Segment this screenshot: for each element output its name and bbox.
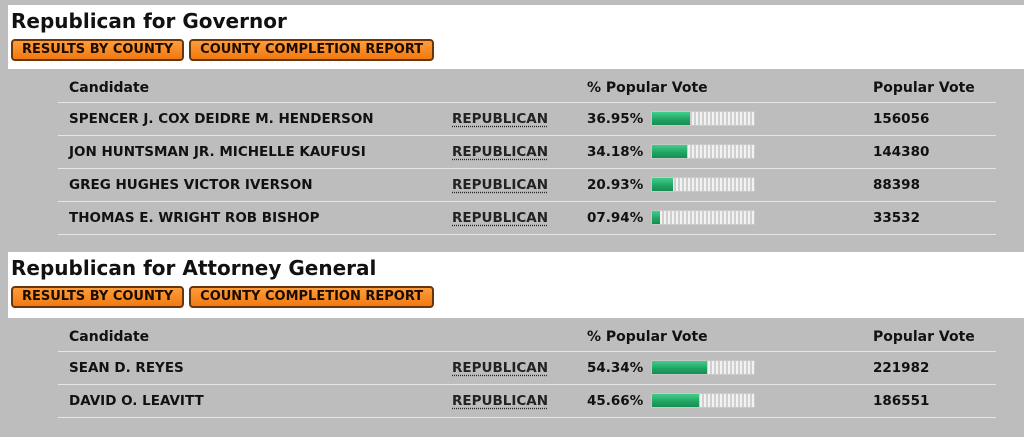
column-header-votes: Popular Vote (862, 318, 996, 352)
party-link[interactable]: REPUBLICAN (452, 110, 549, 127)
pct-cell: 34.18% (587, 144, 862, 160)
vote-share-bar (651, 360, 755, 375)
party-link[interactable]: REPUBLICAN (452, 359, 549, 376)
table-row: JON HUNTSMAN JR. MICHELLE KAUFUSI REPUBL… (58, 135, 996, 169)
pct-cell: 36.95% (587, 111, 862, 127)
party-link[interactable]: REPUBLICAN (452, 143, 549, 160)
column-header-pct: % Popular Vote (576, 318, 862, 352)
results-table: Candidate % Popular Vote Popular Vote SE… (58, 318, 996, 418)
candidate-name: THOMAS E. WRIGHT ROB BISHOP (58, 201, 440, 235)
candidate-name: JON HUNTSMAN JR. MICHELLE KAUFUSI (58, 135, 440, 169)
results-by-county-button[interactable]: RESULTS BY COUNTY (11, 286, 185, 308)
results-table: Candidate % Popular Vote Popular Vote SP… (58, 69, 996, 235)
popular-vote-count: 156056 (862, 102, 996, 136)
vote-share-bar-fill (652, 178, 674, 191)
pct-cell: 54.34% (587, 360, 862, 376)
vote-share-bar (651, 210, 755, 225)
vote-share-bar-fill (652, 211, 661, 224)
race-header: Republican for Governor RESULTS BY COUNT… (8, 5, 1024, 69)
pct-cell: 20.93% (587, 177, 862, 193)
column-header-party (440, 69, 576, 103)
vote-share-bar (651, 111, 755, 126)
race-governor: Republican for Governor RESULTS BY COUNT… (8, 5, 1024, 235)
race-button-row: RESULTS BY COUNTY COUNTY COMPLETION REPOR… (11, 286, 1024, 310)
candidate-name: DAVID O. LEAVITT (58, 384, 440, 418)
vote-share-bar-fill (652, 394, 699, 407)
column-header-pct: % Popular Vote (576, 69, 862, 103)
vote-share-bar-fill (652, 112, 690, 125)
party-link[interactable]: REPUBLICAN (452, 392, 549, 409)
popular-vote-count: 186551 (862, 384, 996, 418)
vote-share-bar-fill (652, 145, 687, 158)
table-header-row: Candidate % Popular Vote Popular Vote (58, 69, 996, 103)
column-header-candidate: Candidate (58, 69, 440, 103)
vote-share-bar (651, 177, 755, 192)
table-row: SEAN D. REYES REPUBLICAN 54.34% 221982 (58, 351, 996, 385)
vote-share-bar (651, 144, 755, 159)
race-button-row: RESULTS BY COUNTY COUNTY COMPLETION REPOR… (11, 39, 1024, 63)
candidate-name: GREG HUGHES VICTOR IVERSON (58, 168, 440, 202)
party-link[interactable]: REPUBLICAN (452, 209, 549, 226)
table-row: GREG HUGHES VICTOR IVERSON REPUBLICAN 20… (58, 168, 996, 202)
candidate-name: SEAN D. REYES (58, 351, 440, 385)
party-link[interactable]: REPUBLICAN (452, 176, 549, 193)
pct-value: 45.66% (587, 392, 644, 409)
pct-cell: 45.66% (587, 393, 862, 409)
pct-value: 20.93% (587, 176, 644, 193)
county-completion-report-button[interactable]: COUNTY COMPLETION REPORT (189, 39, 435, 61)
table-row: SPENCER J. COX DEIDRE M. HENDERSON REPUB… (58, 102, 996, 136)
table-row: THOMAS E. WRIGHT ROB BISHOP REPUBLICAN 0… (58, 201, 996, 235)
vote-share-bar-fill (652, 361, 708, 374)
pct-cell: 07.94% (587, 210, 862, 226)
pct-value: 34.18% (587, 143, 644, 160)
pct-value: 07.94% (587, 209, 644, 226)
column-header-votes: Popular Vote (862, 69, 996, 103)
race-header: Republican for Attorney General RESULTS … (8, 252, 1024, 318)
pct-value: 54.34% (587, 359, 644, 376)
pct-value: 36.95% (587, 110, 644, 127)
results-by-county-button[interactable]: RESULTS BY COUNTY (11, 39, 185, 61)
column-header-candidate: Candidate (58, 318, 440, 352)
county-completion-report-button[interactable]: COUNTY COMPLETION REPORT (189, 286, 435, 308)
vote-share-bar (651, 393, 755, 408)
popular-vote-count: 33532 (862, 201, 996, 235)
popular-vote-count: 88398 (862, 168, 996, 202)
race-title: Republican for Attorney General (11, 256, 377, 280)
table-row: DAVID O. LEAVITT REPUBLICAN 45.66% 18655… (58, 384, 996, 418)
race-title: Republican for Governor (11, 9, 287, 33)
race-attorney-general: Republican for Attorney General RESULTS … (0, 250, 1024, 418)
popular-vote-count: 221982 (862, 351, 996, 385)
popular-vote-count: 144380 (862, 135, 996, 169)
candidate-name: SPENCER J. COX DEIDRE M. HENDERSON (58, 102, 440, 136)
column-header-party (440, 318, 576, 352)
table-header-row: Candidate % Popular Vote Popular Vote (58, 318, 996, 352)
